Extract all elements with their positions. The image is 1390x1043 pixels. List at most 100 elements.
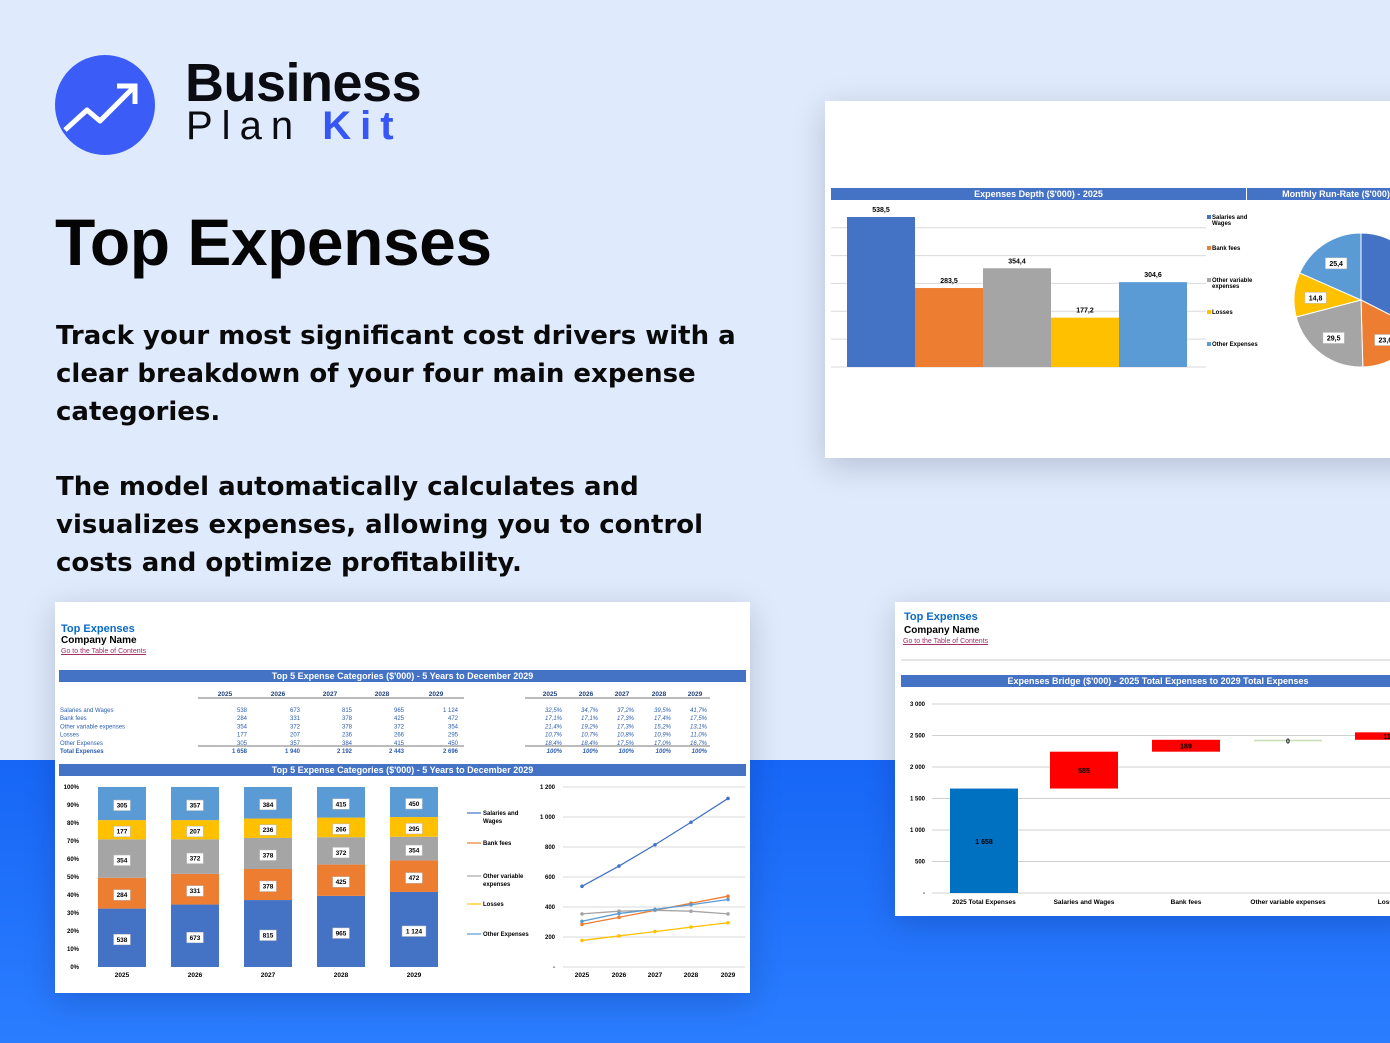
cell-value: 177 <box>237 733 248 739</box>
line-point <box>653 929 657 934</box>
line-point <box>726 894 730 898</box>
line-point <box>580 919 584 924</box>
segment-label-box <box>259 880 277 892</box>
cell-value: 538 <box>237 708 248 714</box>
segment-label: 472 <box>409 875 420 882</box>
cell-value: 207 <box>290 733 301 739</box>
segment-label-box <box>186 885 204 897</box>
year-header: 2026 <box>271 691 286 698</box>
line-point <box>689 909 693 913</box>
y-tick: 3 000 <box>910 702 926 708</box>
year-header: 2029 <box>429 691 444 698</box>
cell-value: 295 <box>448 733 459 739</box>
year-header: 2025 <box>218 691 233 698</box>
cell-pct: 17,0% <box>654 741 672 747</box>
x-tick: 2029 <box>721 972 736 979</box>
x-tick: 2026 <box>612 972 627 979</box>
line-point <box>653 842 657 847</box>
cell-value: 305 <box>237 741 248 747</box>
bar-label: 538,5 <box>872 207 890 214</box>
x-tick: 2025 <box>575 972 590 979</box>
segment-label-box <box>259 824 277 836</box>
depth-header: Expenses Depth ($'000) - 2025 <box>974 189 1103 199</box>
line-point <box>580 922 584 927</box>
line-point <box>580 912 584 916</box>
segment-label-box <box>259 929 277 941</box>
y-tick: 10% <box>67 947 80 953</box>
pie-label-box <box>1322 332 1345 344</box>
pct-year-header: 2029 <box>688 691 703 698</box>
segment-label: 331 <box>190 888 201 895</box>
legend-label: Losses <box>1212 310 1233 316</box>
legend-label: Wages <box>1212 221 1232 227</box>
segment-label-box <box>405 823 423 835</box>
segment-label: 295 <box>409 826 420 833</box>
pie-label: 25,4 <box>1329 261 1343 268</box>
bar-label: 354,4 <box>1008 258 1026 265</box>
toc-link[interactable]: Go to the Table of Contents <box>61 648 147 655</box>
cell-pct: 17,5% <box>690 716 708 722</box>
company-name: Company Name <box>61 635 137 646</box>
y-tick: 70% <box>67 839 80 845</box>
row-label: Other variable expenses <box>60 724 125 730</box>
expenses-bridge-chart: Expenses Bridge ($'000) - 2025 Total Exp… <box>901 659 1390 906</box>
cell-pct: 10,7% <box>545 733 563 739</box>
cell-value: 1 658 <box>232 749 248 755</box>
pct-year-header: 2028 <box>652 691 667 698</box>
brand-plan: Plan <box>186 104 303 148</box>
bridge-header: Expenses Bridge ($'000) - 2025 Total Exp… <box>1008 676 1309 686</box>
cell-value: 372 <box>290 724 301 730</box>
cell-value: 472 <box>448 716 459 722</box>
runrate-header-bar <box>1247 188 1390 200</box>
y-tick: 400 <box>545 905 556 911</box>
table-header-bar <box>59 670 746 682</box>
segment-label-box <box>186 799 204 811</box>
cell-value: 965 <box>394 708 405 714</box>
y-tick: 1 000 <box>910 828 926 834</box>
legend-label: Salaries and <box>483 811 519 817</box>
x-tick: Bank fees <box>1171 899 1202 906</box>
cell-pct: 17,4% <box>654 716 672 722</box>
cell-value: 378 <box>342 724 353 730</box>
chart-header-bar <box>59 764 746 776</box>
row-label: Salaries and Wages <box>60 708 113 714</box>
y-tick: 100% <box>64 785 80 791</box>
line-point <box>580 938 584 943</box>
x-tick: 2028 <box>684 972 699 979</box>
year-header: 2028 <box>375 691 390 698</box>
sheet-title: Top Expenses <box>904 611 978 623</box>
segment-label-box <box>405 798 423 810</box>
row-label: Losses <box>60 733 79 739</box>
segment-label-box <box>401 925 427 937</box>
cell-pct: 37,2% <box>617 708 635 714</box>
cell-value: 378 <box>342 716 353 722</box>
cell-pct: 17,5% <box>617 741 635 747</box>
year-header: 2027 <box>323 691 338 698</box>
legend-label: Wages <box>483 819 503 825</box>
toc-link[interactable]: Go to the Table of Contents <box>903 638 989 645</box>
brand-subname: Plan Kit <box>186 104 403 149</box>
expenses-depth-chart: Expenses Depth ($'000) - 2025 Monthly Run… <box>831 188 1390 368</box>
segment-label-box <box>332 876 350 888</box>
cell-pct: 100% <box>656 749 672 755</box>
bar-label: 177,2 <box>1076 308 1094 315</box>
segment-label: 673 <box>190 935 201 942</box>
cell-value: 415 <box>394 741 405 747</box>
pct-year-header: 2025 <box>543 691 558 698</box>
x-tick: 2025 <box>115 972 130 979</box>
cell-value: 2 443 <box>389 749 405 755</box>
y-tick: 80% <box>67 821 80 827</box>
legend-label: Bank fees <box>483 841 512 847</box>
pie-label-box <box>1325 257 1348 270</box>
y-tick: - <box>923 891 925 897</box>
line-point <box>726 920 730 925</box>
cell-pct: 10,7% <box>581 733 599 739</box>
legend-marker <box>1207 278 1211 282</box>
line-point <box>689 902 693 907</box>
pie-slice-1 <box>1360 299 1390 368</box>
legend-marker <box>1207 215 1211 219</box>
cell-pct: 100% <box>583 749 599 755</box>
pct-year-header: 2026 <box>579 691 594 698</box>
segment-label: 384 <box>263 802 274 809</box>
segment-label: 815 <box>263 933 274 940</box>
